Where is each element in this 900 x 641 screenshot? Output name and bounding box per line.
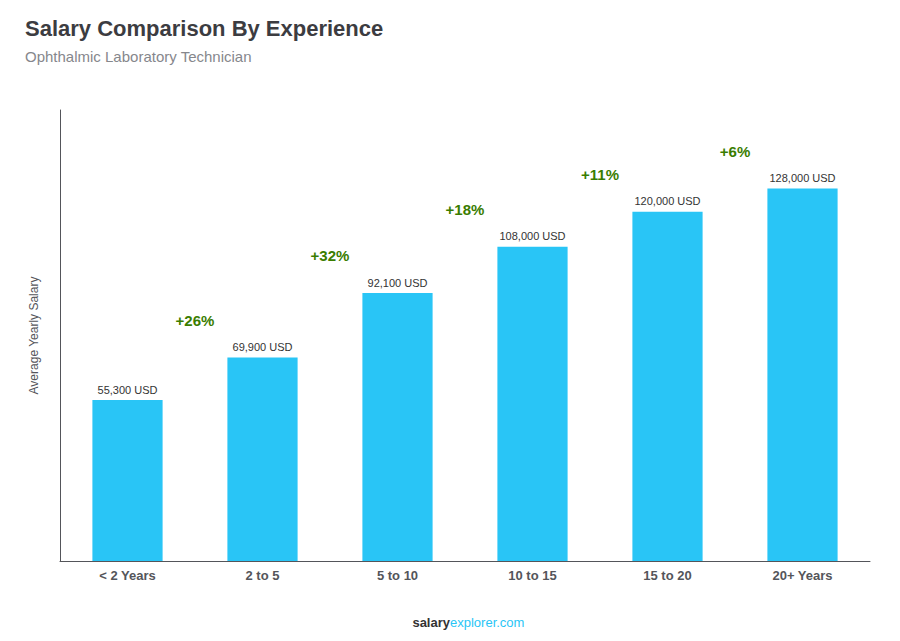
svg-text:10 to 15: 10 to 15 <box>508 568 556 583</box>
svg-text:+6%: +6% <box>720 143 750 160</box>
svg-text:salary: salary <box>412 615 450 630</box>
svg-text:+18%: +18% <box>446 201 485 218</box>
svg-text:92,100 USD: 92,100 USD <box>368 277 428 289</box>
svg-text:Average Yearly Salary: Average Yearly Salary <box>27 277 41 395</box>
svg-text:20+ Years: 20+ Years <box>772 568 832 583</box>
svg-text:5 to 10: 5 to 10 <box>377 568 418 583</box>
svg-text:69,900 USD: 69,900 USD <box>233 341 293 353</box>
svg-text:15 to 20: 15 to 20 <box>643 568 691 583</box>
svg-text:Salary Comparison By Experienc: Salary Comparison By Experience <box>25 16 383 41</box>
svg-text:120,000 USD: 120,000 USD <box>634 195 700 207</box>
svg-text:explorer.com: explorer.com <box>450 615 524 630</box>
svg-text:+11%: +11% <box>581 166 619 183</box>
svg-text:55,300 USD: 55,300 USD <box>98 384 158 396</box>
svg-text:Ophthalmic Laboratory Technici: Ophthalmic Laboratory Technician <box>25 48 252 65</box>
svg-text:+26%: +26% <box>176 312 215 329</box>
svg-text:< 2 Years: < 2 Years <box>99 568 156 583</box>
svg-text:128,000 USD: 128,000 USD <box>769 172 835 184</box>
svg-text:+32%: +32% <box>311 247 350 264</box>
svg-text:2 to 5: 2 to 5 <box>246 568 280 583</box>
svg-text:108,000 USD: 108,000 USD <box>499 230 565 242</box>
